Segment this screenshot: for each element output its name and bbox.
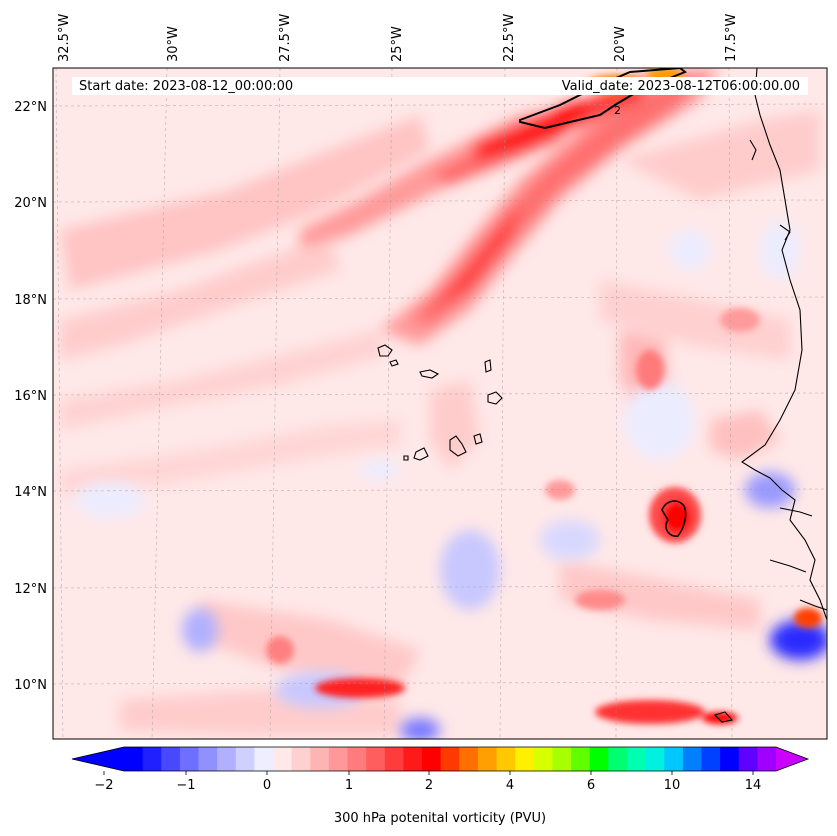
colorbar-cell <box>403 747 423 771</box>
colorbar-tick-label: 10 <box>664 778 681 793</box>
colorbar-cell <box>515 747 535 771</box>
lon-label-5: 20°W <box>613 26 628 62</box>
colorbar-cell <box>273 747 293 771</box>
colorbar-cell <box>664 747 684 771</box>
colorbar-cell <box>589 747 609 771</box>
lon-label-6: 17.5°W <box>724 14 739 62</box>
lon-label-3: 25°W <box>390 26 405 62</box>
colorbar-tick-label: 0 <box>263 778 271 793</box>
pv-field-map: Start date: 2023-08-12_00:00:00 Valid_da… <box>53 68 827 739</box>
colorbar-cell <box>422 747 442 771</box>
colorbar-cell <box>366 747 386 771</box>
longitude-labels: 32.5°W 30°W 27.5°W 25°W 22.5°W 20°W 17.5… <box>57 14 739 62</box>
colorbar-tick-label: 14 <box>745 778 762 793</box>
colorbar: −2 −1 0 1 2 4 6 10 14 300 hPa potenital vorticit… <box>71 746 810 826</box>
pv-negative-patches <box>75 220 827 739</box>
colorbar-cell <box>682 747 703 771</box>
lon-label-0: 32.5°W <box>57 14 72 62</box>
colorbar-cell <box>254 747 274 771</box>
lat-label-4: 14°N <box>14 485 47 500</box>
colorbar-cell <box>459 747 479 771</box>
contour-label: 2 <box>614 104 621 117</box>
colorbar-tick-label: 4 <box>506 778 514 793</box>
colorbar-cell <box>738 747 758 771</box>
colorbar-tick-label: 6 <box>587 778 595 793</box>
colorbar-cell <box>757 747 777 771</box>
lat-label-2: 18°N <box>14 293 47 308</box>
lat-label-5: 12°N <box>14 582 47 597</box>
colorbar-cell <box>179 747 200 771</box>
map-frame <box>52 67 828 740</box>
colorbar-cell <box>608 747 628 771</box>
colorbar-cell <box>701 747 721 771</box>
colorbar-cell <box>645 747 665 771</box>
lat-label-6: 10°N <box>14 678 47 693</box>
colorbar-cells <box>124 747 777 771</box>
colorbar-cell <box>124 747 144 771</box>
colorbar-cell <box>496 747 516 771</box>
pv-streaks-light <box>60 110 820 735</box>
colorbar-cell <box>533 747 554 771</box>
colorbar-cell <box>198 747 218 771</box>
latitude-labels: 22°N 20°N 18°N 16°N 14°N 12°N 10°N <box>14 100 47 693</box>
lon-label-4: 22.5°W <box>502 14 517 62</box>
colorbar-tick-label: 2 <box>425 778 433 793</box>
colorbar-cell <box>384 747 405 771</box>
lon-label-1: 30°W <box>166 26 181 62</box>
colorbar-cell <box>347 747 367 771</box>
colorbar-label: 300 hPa potenital vorticity (PVU) <box>334 811 546 826</box>
colorbar-over-arrow <box>776 747 808 771</box>
colorbar-tick-label: 1 <box>345 778 353 793</box>
colorbar-cell <box>142 747 162 771</box>
colorbar-under-arrow <box>72 747 124 771</box>
header-box <box>72 77 808 95</box>
colorbar-tick-label: −1 <box>176 778 195 793</box>
colorbar-cell <box>477 747 498 771</box>
colorbar-cell <box>217 747 237 771</box>
colorbar-tick-label: −2 <box>94 778 113 793</box>
colorbar-cell <box>720 747 740 771</box>
colorbar-cell <box>626 747 647 771</box>
lat-label-0: 22°N <box>14 100 47 115</box>
start-date-label: Start date: 2023-08-12_00:00:00 <box>79 79 293 94</box>
lat-label-1: 20°N <box>14 196 47 211</box>
colorbar-cell <box>235 747 255 771</box>
lon-label-2: 27.5°W <box>278 14 293 62</box>
colorbar-cell <box>161 747 181 771</box>
colorbar-cell <box>552 747 572 771</box>
lat-label-3: 16°N <box>14 389 47 404</box>
graticule <box>53 68 827 739</box>
colorbar-cell <box>291 747 311 771</box>
colorbar-ticks: −2 −1 0 1 2 4 6 10 14 <box>94 771 761 793</box>
colorbar-cell <box>310 747 330 771</box>
colorbar-cell <box>571 747 591 771</box>
colorbar-outline <box>71 746 810 772</box>
coastline <box>377 68 827 723</box>
valid-date-label: Valid_date: 2023-08-12T06:00:00.00 <box>562 79 800 94</box>
colorbar-cell <box>328 747 349 771</box>
colorbar-cell <box>440 747 460 771</box>
